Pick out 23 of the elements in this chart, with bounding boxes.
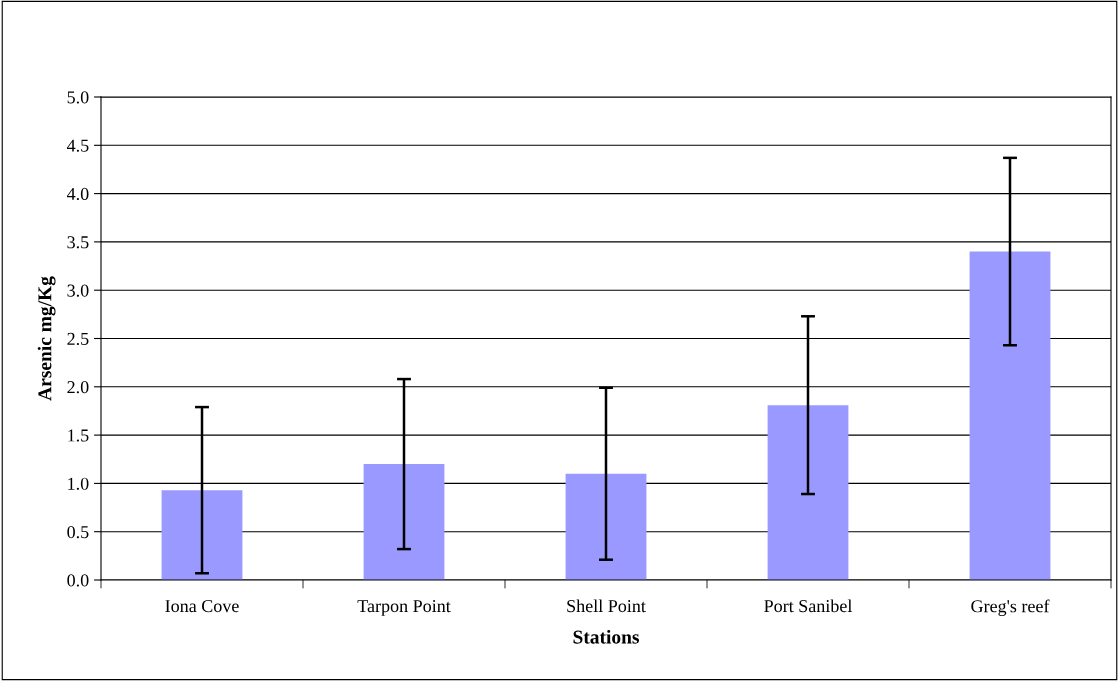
y-tick-label: 1.5 [68, 429, 89, 442]
y-tick-label: 0.5 [67, 525, 89, 539]
bar [969, 251, 1051, 580]
y-tick-label: 0.0 [67, 574, 89, 587]
bar [363, 464, 445, 580]
y-tick-label: 5.0 [67, 91, 89, 104]
x-tick-label: Iona Cove [165, 600, 239, 613]
y-tick-label: 3.0 [67, 284, 89, 297]
y-tick-label: 2.5 [67, 332, 89, 346]
x-tick-label: Port Sanibel [764, 599, 853, 613]
x-tick-label: Shell Point [567, 599, 646, 613]
x-axis-title: Stations [573, 629, 640, 644]
y-tick-label: 4.0 [66, 187, 89, 201]
y-tick-label: 1.0 [68, 477, 89, 490]
bar [161, 490, 243, 580]
y-tick-label: 3.5 [67, 236, 89, 249]
y-axis-title: Arsenic mg/Kg [37, 276, 56, 401]
x-tick-label: Greg's reef [971, 599, 1050, 617]
x-tick-label: Tarpon Point [357, 600, 451, 616]
bar [767, 405, 849, 580]
y-tick-label: 2.0 [67, 381, 89, 394]
y-tick-label: 4.5 [66, 139, 89, 152]
bar [565, 473, 647, 580]
